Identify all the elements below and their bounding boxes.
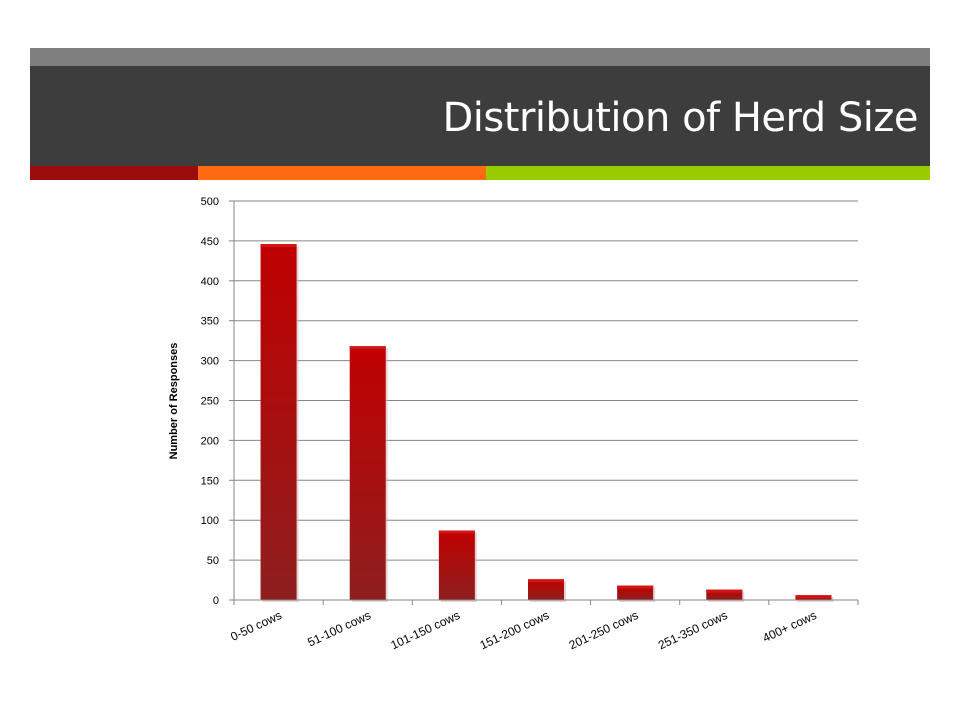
y-tick-label: 450: [201, 236, 219, 248]
bar-top-highlight: [795, 595, 832, 599]
accent-orange-segment: [198, 166, 486, 180]
x-category-label: 0-50 cows: [228, 608, 283, 644]
bar: [260, 244, 297, 601]
y-tick-label: 300: [201, 356, 219, 368]
x-category-label: 51-100 cows: [305, 608, 373, 649]
bar-top-highlight: [349, 346, 386, 350]
x-category-label: 201-250 cows: [567, 608, 641, 652]
accent-red-segment: [30, 166, 198, 180]
slide-title: Distribution of Herd Size: [442, 95, 919, 141]
bar-top-highlight: [528, 579, 564, 583]
bar: [617, 585, 654, 600]
accent-green-segment: [486, 166, 930, 180]
bar: [349, 346, 386, 600]
bar-top-highlight: [706, 589, 743, 593]
bar-top-highlight: [438, 530, 475, 534]
y-tick-label: 350: [201, 316, 219, 328]
bar-top-highlight: [617, 585, 654, 589]
title-bar: Distribution of Herd Size: [30, 66, 930, 166]
x-category-label: 101-150 cows: [388, 608, 462, 652]
top-strip: [30, 48, 930, 66]
y-tick-label: 100: [201, 515, 219, 527]
y-axis-label: Number of Responses: [168, 343, 180, 460]
bar: [528, 579, 564, 600]
x-category-label: 151-200 cows: [478, 608, 552, 652]
accent-bar: [30, 166, 930, 180]
x-category-label: 251-350 cows: [656, 608, 730, 652]
bar: [706, 589, 743, 600]
y-tick-label: 500: [201, 196, 219, 208]
y-tick-label: 150: [201, 475, 219, 487]
y-tick-label: 50: [207, 555, 219, 567]
bar: [438, 530, 475, 600]
y-tick-label: 200: [201, 435, 219, 447]
y-tick-label: 400: [201, 276, 219, 288]
y-tick-label: 250: [201, 396, 219, 408]
x-category-label: 400+ cows: [760, 608, 818, 645]
y-tick-label: 0: [213, 595, 219, 607]
bar-top-highlight: [260, 244, 297, 248]
